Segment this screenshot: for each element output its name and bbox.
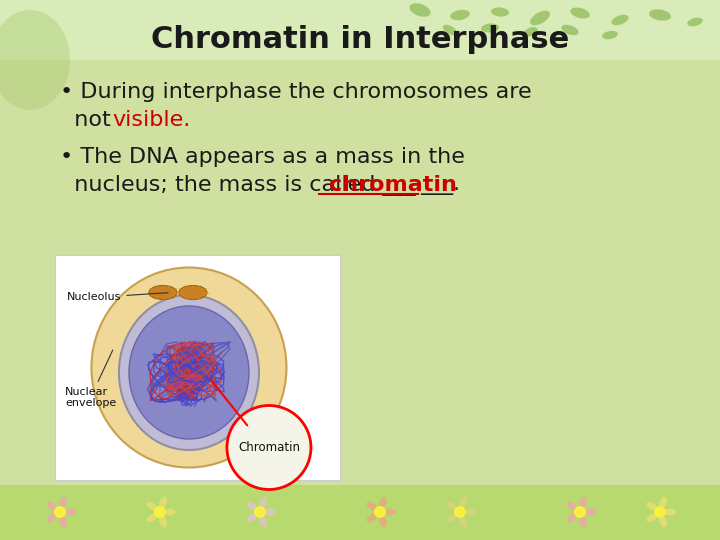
Ellipse shape [259,516,267,528]
Text: ___.: ___. [420,175,460,195]
Ellipse shape [562,25,579,35]
Ellipse shape [147,502,157,511]
Ellipse shape [491,8,509,17]
Ellipse shape [584,509,596,516]
Ellipse shape [159,516,167,528]
Ellipse shape [523,27,537,37]
Ellipse shape [164,509,176,516]
Ellipse shape [179,286,207,300]
Ellipse shape [47,502,57,511]
Text: Nuclear
envelope: Nuclear envelope [65,350,116,408]
Ellipse shape [459,497,467,508]
Ellipse shape [660,516,667,528]
Bar [0,485,720,540]
Ellipse shape [366,502,377,511]
Ellipse shape [580,497,587,508]
Ellipse shape [366,514,377,522]
Ellipse shape [464,509,476,516]
Text: chromatin: chromatin [329,175,456,195]
Text: visible.: visible. [112,110,190,130]
Bar [0,0,720,60]
Ellipse shape [159,497,167,508]
Ellipse shape [664,509,676,516]
Ellipse shape [570,8,590,18]
Ellipse shape [384,509,396,516]
Ellipse shape [611,15,629,25]
Ellipse shape [129,306,249,439]
Ellipse shape [91,267,287,468]
Ellipse shape [0,10,70,110]
Ellipse shape [247,514,257,522]
Ellipse shape [602,31,618,39]
Text: Chromatin: Chromatin [238,441,300,454]
Ellipse shape [259,497,267,508]
Ellipse shape [446,514,457,522]
Ellipse shape [660,497,667,508]
Ellipse shape [379,497,387,508]
Ellipse shape [147,514,157,522]
Ellipse shape [379,516,387,528]
Circle shape [254,506,266,518]
Ellipse shape [410,3,431,17]
Ellipse shape [647,514,657,522]
Ellipse shape [687,18,703,26]
Circle shape [654,506,666,518]
Ellipse shape [264,509,276,516]
Ellipse shape [149,286,177,300]
Ellipse shape [481,23,499,32]
Circle shape [574,506,586,518]
Bar [55,255,340,480]
Text: • During interphase the chromosomes are: • During interphase the chromosomes are [60,82,531,102]
Ellipse shape [446,502,457,511]
Text: Chromatin in Interphase: Chromatin in Interphase [151,25,569,55]
Text: nucleus; the mass is called ___: nucleus; the mass is called ___ [60,174,415,195]
Ellipse shape [47,514,57,522]
Ellipse shape [649,9,671,21]
Circle shape [54,506,66,518]
Text: Nucleolus: Nucleolus [67,293,168,302]
Circle shape [227,406,311,489]
Circle shape [454,506,466,518]
Ellipse shape [64,509,76,516]
Ellipse shape [567,502,577,511]
Text: • The DNA appears as a mass in the: • The DNA appears as a mass in the [60,147,465,167]
Circle shape [154,506,166,518]
Ellipse shape [459,516,467,528]
Ellipse shape [59,497,67,508]
Ellipse shape [247,502,257,511]
Ellipse shape [530,11,550,25]
Text: not: not [60,110,118,130]
Ellipse shape [119,295,259,450]
Ellipse shape [450,10,470,20]
Ellipse shape [647,502,657,511]
Ellipse shape [443,25,457,35]
Circle shape [374,506,386,518]
Ellipse shape [567,514,577,522]
Ellipse shape [580,516,587,528]
Ellipse shape [59,516,67,528]
